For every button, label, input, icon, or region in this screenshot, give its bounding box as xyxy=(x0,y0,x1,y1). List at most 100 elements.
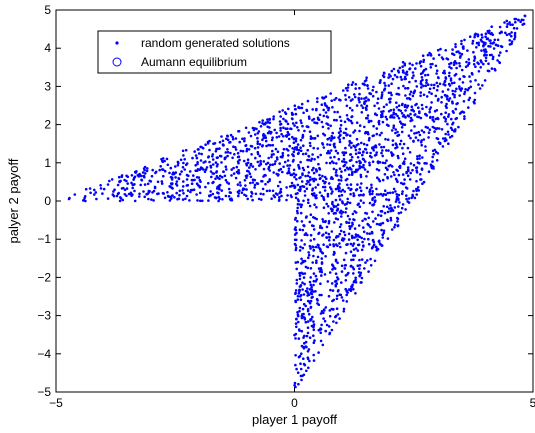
scatter-point xyxy=(257,197,261,201)
scatter-point xyxy=(397,71,401,74)
scatter-point xyxy=(326,123,330,126)
scatter-point xyxy=(116,183,120,187)
scatter-point xyxy=(216,163,219,166)
scatter-point xyxy=(319,153,323,157)
scatter-point xyxy=(338,232,342,236)
scatter-point xyxy=(296,211,299,215)
scatter-point xyxy=(263,173,266,177)
scatter-point xyxy=(339,99,342,102)
scatter-point xyxy=(451,89,455,93)
scatter-point xyxy=(326,205,330,208)
scatter-point xyxy=(389,108,393,112)
scatter-point xyxy=(350,155,354,159)
scatter-point xyxy=(408,93,412,96)
scatter-point xyxy=(178,189,182,193)
scatter-point xyxy=(281,151,285,155)
scatter-point xyxy=(392,171,395,174)
scatter-point xyxy=(424,113,428,116)
scatter-point xyxy=(316,100,319,104)
scatter-point xyxy=(385,117,389,121)
scatter-point xyxy=(312,166,315,170)
scatter-point xyxy=(404,115,407,119)
scatter-point xyxy=(346,214,350,218)
scatter-point xyxy=(305,125,309,128)
scatter-point xyxy=(168,199,172,202)
scatter-point xyxy=(257,130,261,133)
scatter-point xyxy=(443,83,447,87)
scatter-point xyxy=(406,166,410,169)
scatter-point xyxy=(353,93,356,96)
scatter-point xyxy=(347,238,351,241)
scatter-point xyxy=(299,187,302,191)
scatter-point xyxy=(336,276,339,279)
scatter-point xyxy=(344,287,348,291)
scatter-point xyxy=(338,293,342,297)
scatter-point xyxy=(328,151,332,155)
scatter-point xyxy=(473,98,477,102)
scatter-point xyxy=(330,192,333,195)
scatter-point xyxy=(182,192,185,195)
scatter-point xyxy=(226,154,229,158)
scatter-point xyxy=(490,31,493,35)
scatter-point xyxy=(306,308,310,311)
scatter-point xyxy=(200,152,203,156)
scatter-point xyxy=(251,165,255,168)
scatter-point xyxy=(294,299,297,303)
scatter-point xyxy=(386,191,390,195)
scatter-point xyxy=(327,221,331,225)
scatter-point xyxy=(441,137,445,140)
scatter-point xyxy=(130,174,134,177)
scatter-point xyxy=(355,160,358,164)
scatter-point xyxy=(149,180,153,183)
scatter-point xyxy=(397,86,400,90)
scatter-point xyxy=(348,201,352,205)
scatter-point xyxy=(306,198,310,202)
scatter-point xyxy=(446,122,449,126)
scatter-point xyxy=(356,238,359,241)
scatter-point xyxy=(454,117,458,121)
scatter-point xyxy=(339,133,342,137)
scatter-point xyxy=(326,143,329,146)
scatter-point xyxy=(271,149,274,153)
scatter-point xyxy=(446,58,450,61)
scatter-point xyxy=(295,267,299,271)
scatter-point xyxy=(396,130,399,134)
scatter-point xyxy=(283,111,287,114)
scatter-point xyxy=(236,183,240,186)
scatter-point xyxy=(313,158,316,161)
y-tick-label: 5 xyxy=(44,3,51,17)
scatter-point xyxy=(458,77,462,81)
scatter-point xyxy=(419,94,422,98)
scatter-point xyxy=(327,106,331,110)
scatter-point xyxy=(361,219,364,223)
scatter-point xyxy=(300,262,303,265)
scatter-point xyxy=(391,77,395,81)
scatter-point xyxy=(349,242,353,246)
scatter-point xyxy=(313,339,316,342)
scatter-point xyxy=(389,75,392,78)
scatter-point xyxy=(211,172,214,175)
scatter-point xyxy=(228,141,231,144)
scatter-point xyxy=(326,116,330,119)
scatter-point xyxy=(302,199,305,203)
scatter-point xyxy=(422,130,426,134)
y-tick-label: −4 xyxy=(37,347,51,361)
scatter-point xyxy=(486,37,490,40)
scatter-point xyxy=(337,189,341,193)
scatter-point xyxy=(382,110,385,113)
scatter-point xyxy=(301,228,305,232)
scatter-point xyxy=(431,155,435,159)
scatter-point xyxy=(460,52,464,56)
scatter-point xyxy=(350,225,353,228)
scatter-point xyxy=(108,179,111,183)
scatter-point xyxy=(330,307,334,311)
scatter-point xyxy=(395,193,399,196)
scatter-point xyxy=(306,233,309,237)
scatter-point xyxy=(436,76,440,79)
scatter-point xyxy=(206,142,210,145)
scatter-point xyxy=(387,124,390,127)
scatter-point xyxy=(213,142,217,145)
scatter-point xyxy=(380,131,383,135)
scatter-point xyxy=(298,274,302,277)
scatter-point xyxy=(332,167,336,171)
